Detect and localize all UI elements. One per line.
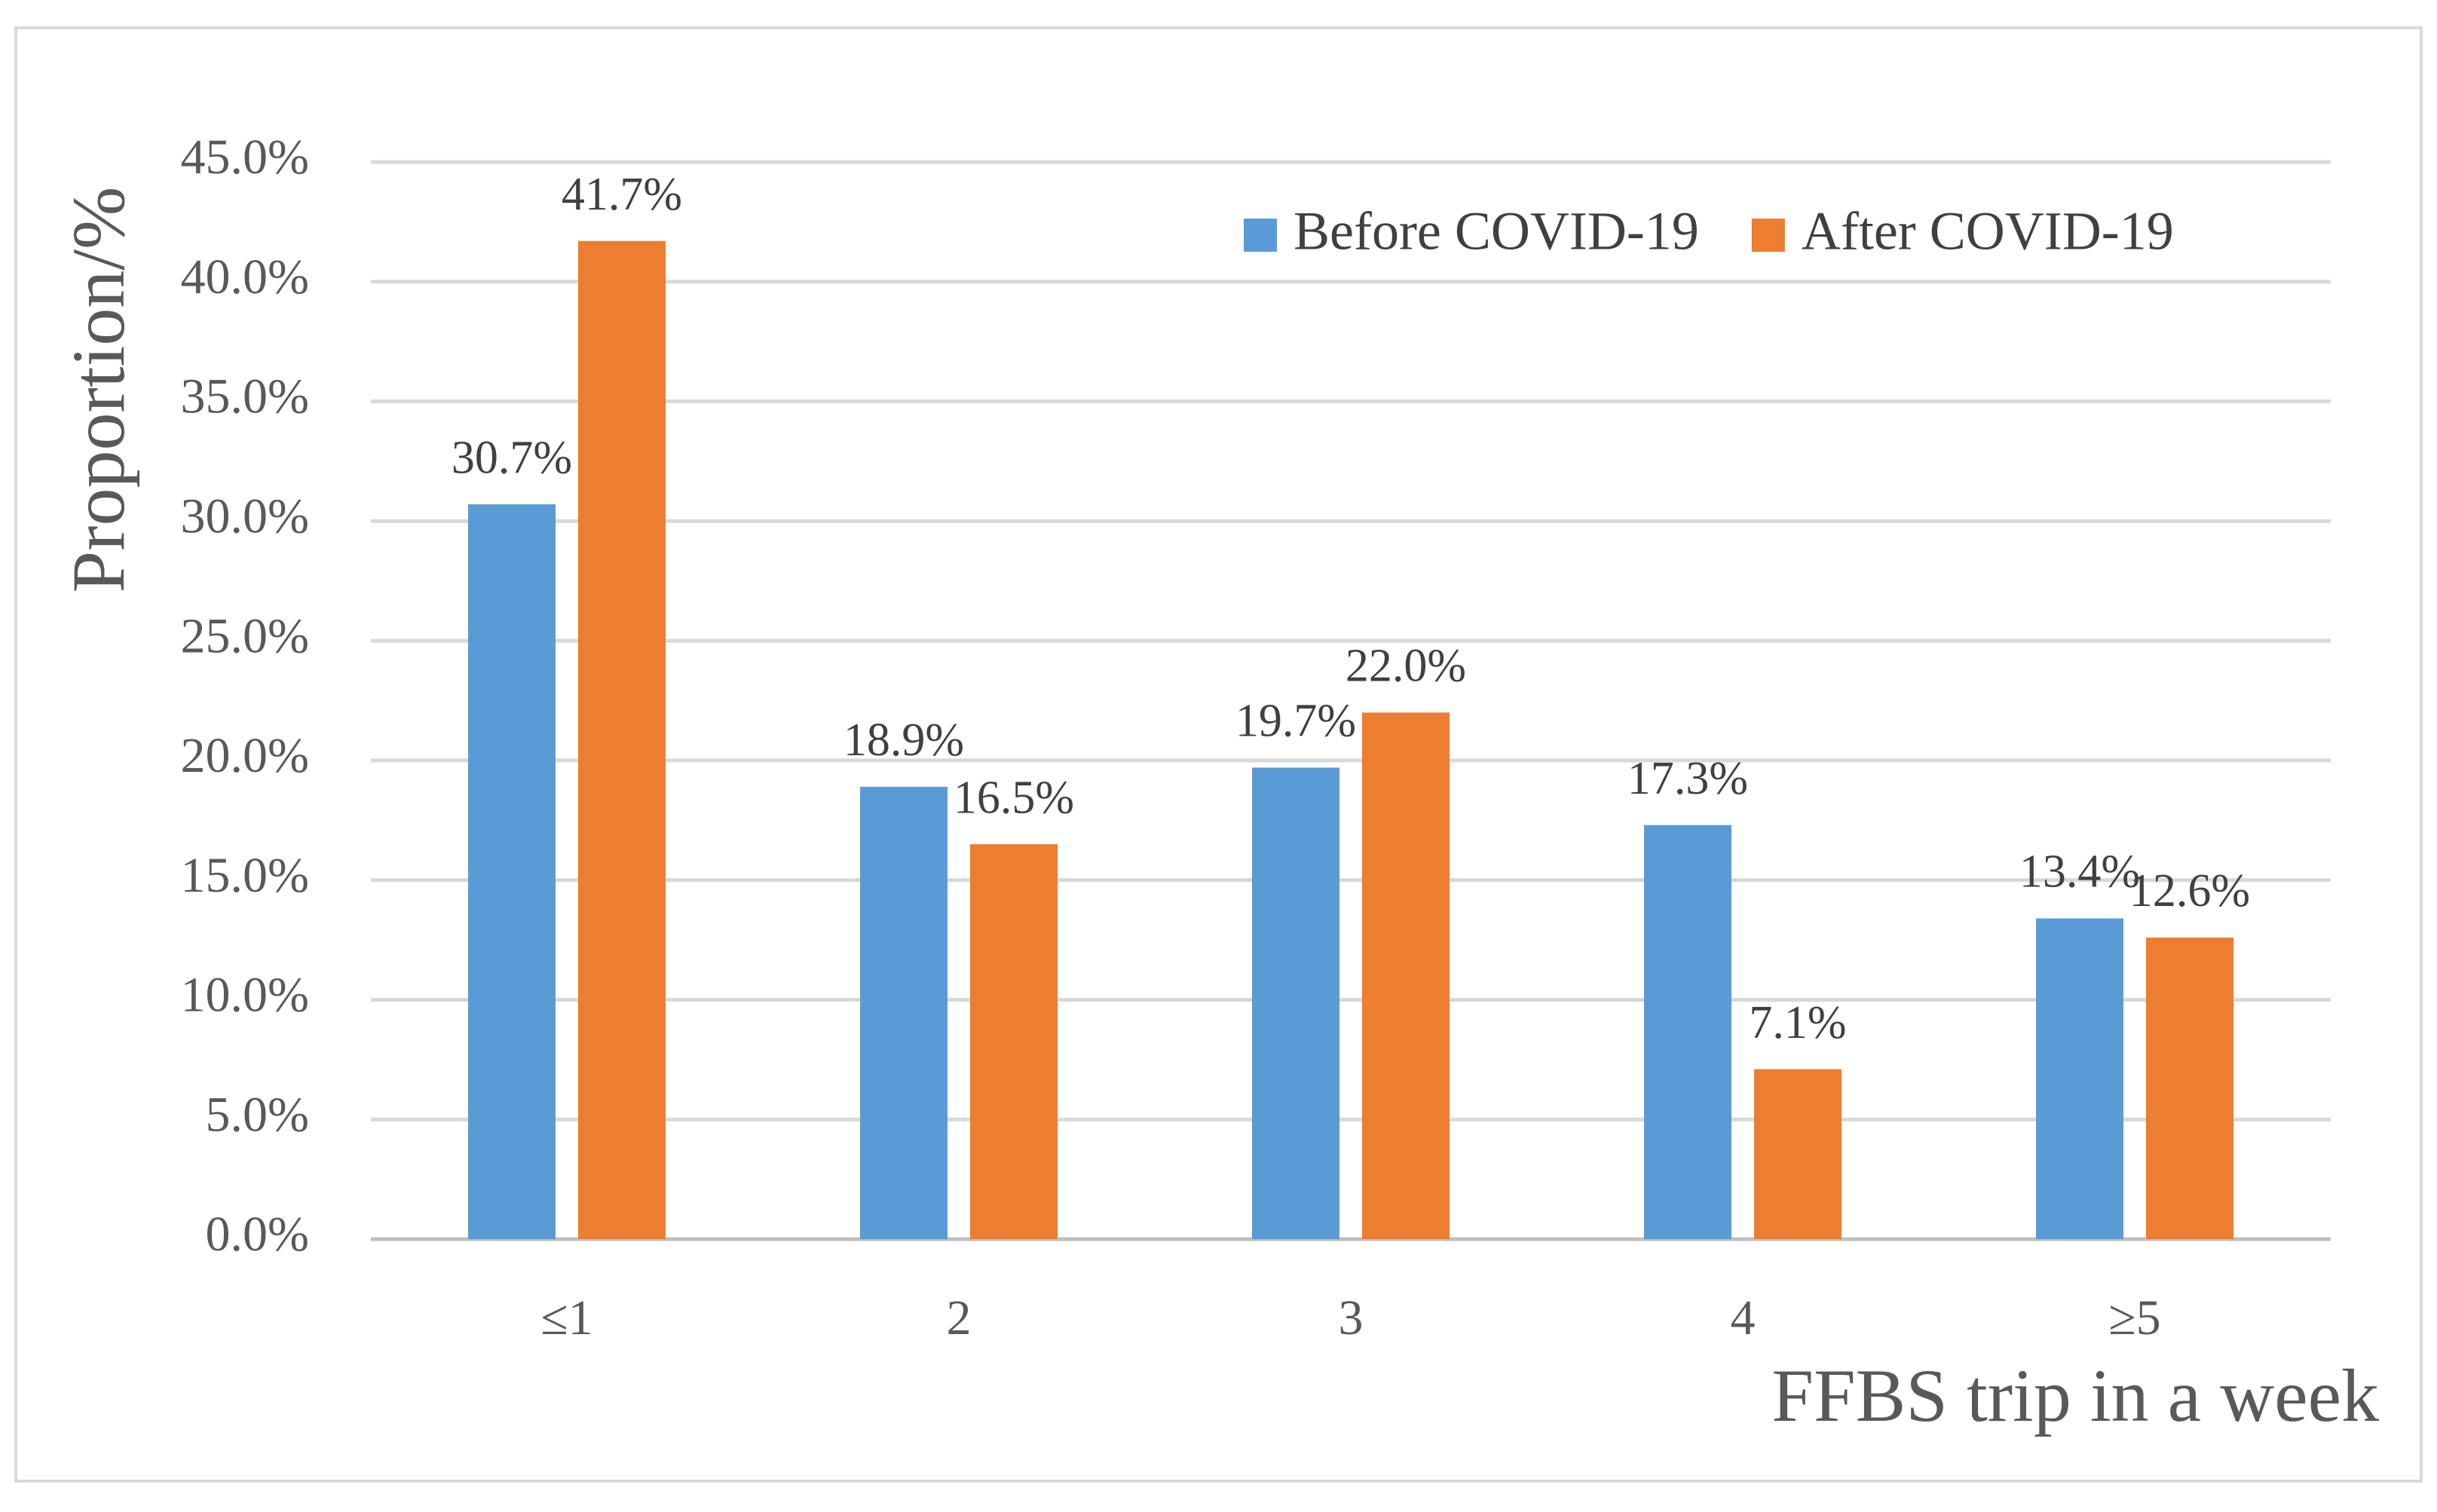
x-tick-label: ≤1 bbox=[540, 1290, 592, 1345]
y-tick-label: 30.0% bbox=[181, 488, 309, 543]
y-tick-label: 10.0% bbox=[181, 968, 309, 1023]
y-tick-label: 20.0% bbox=[181, 728, 309, 783]
bar bbox=[578, 240, 666, 1239]
x-tick-label: 3 bbox=[1339, 1290, 1364, 1345]
y-tick-label: 5.0% bbox=[206, 1087, 309, 1142]
bar bbox=[1252, 767, 1339, 1239]
bar bbox=[468, 504, 556, 1239]
value-label: 41.7% bbox=[562, 169, 682, 220]
bar bbox=[2036, 918, 2123, 1239]
y-tick-label: 0.0% bbox=[206, 1207, 309, 1262]
bar bbox=[1754, 1069, 1842, 1239]
bar bbox=[1644, 825, 1731, 1239]
legend-label: Before COVID-19 bbox=[1294, 201, 1699, 262]
value-label: 12.6% bbox=[2129, 865, 2250, 917]
y-tick-label: 40.0% bbox=[181, 249, 309, 305]
value-label: 13.4% bbox=[2019, 846, 2140, 898]
bar bbox=[2146, 937, 2233, 1239]
y-tick-label: 25.0% bbox=[181, 608, 309, 663]
y-axis-title: Proportion/% bbox=[57, 187, 140, 593]
bar bbox=[970, 844, 1058, 1239]
x-tick-label: 2 bbox=[947, 1290, 972, 1345]
x-tick-label: ≥5 bbox=[2108, 1290, 2160, 1345]
value-label: 7.1% bbox=[1749, 997, 1846, 1048]
y-tick-label: 15.0% bbox=[181, 848, 309, 903]
bar bbox=[1362, 712, 1450, 1239]
bar bbox=[860, 786, 948, 1239]
x-tick-label: 4 bbox=[1731, 1290, 1756, 1345]
legend-swatch bbox=[1751, 219, 1785, 252]
value-label: 30.7% bbox=[452, 432, 572, 483]
x-axis-title: FFBS trip in a week bbox=[1771, 1354, 2379, 1437]
y-tick-label: 35.0% bbox=[181, 369, 309, 424]
legend-label: After COVID-19 bbox=[1802, 201, 2174, 262]
value-label: 19.7% bbox=[1235, 696, 1356, 747]
value-label: 18.9% bbox=[843, 715, 964, 766]
y-tick-label: 45.0% bbox=[181, 130, 309, 185]
legend-swatch bbox=[1244, 219, 1277, 252]
value-label: 22.0% bbox=[1346, 641, 1466, 692]
value-label: 17.3% bbox=[1627, 753, 1748, 804]
value-label: 16.5% bbox=[954, 772, 1074, 823]
